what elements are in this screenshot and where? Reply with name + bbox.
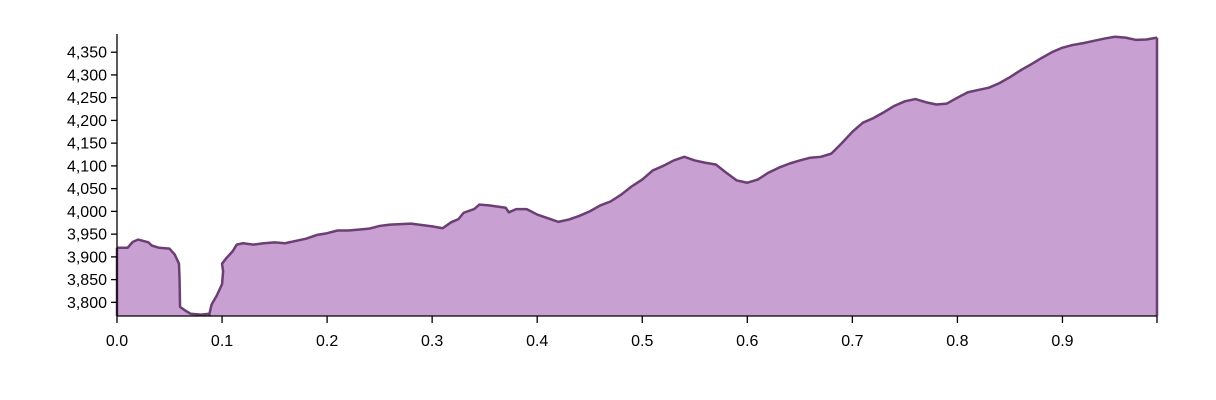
plot-area xyxy=(115,35,1159,316)
x-tick-label: 0.5 xyxy=(631,333,653,350)
y-tick-label: 4,100 xyxy=(67,158,107,175)
y-tick-label: 4,000 xyxy=(67,204,107,221)
x-tick-label: 0.2 xyxy=(316,333,338,350)
area-outline-segment-1 xyxy=(117,238,210,316)
x-tick-label: 0.9 xyxy=(1051,333,1073,350)
x-tick-label: 0.3 xyxy=(421,333,443,350)
y-tick-label: 4,250 xyxy=(67,90,107,107)
y-tick-label: 3,900 xyxy=(67,249,107,266)
y-tick-label: 4,300 xyxy=(67,67,107,84)
y-axis: 3,800 3,850 3,900 3,950 4,000 4,050 4,100 4,150… xyxy=(67,45,117,312)
y-tick-label: 3,850 xyxy=(67,272,107,289)
x-tick-label: 0.4 xyxy=(526,333,548,350)
y-tick-label: 4,200 xyxy=(67,113,107,130)
y-tick-label: 4,350 xyxy=(67,45,107,62)
area-fill-segment-1 xyxy=(117,239,210,316)
y-tick-label: 4,050 xyxy=(67,181,107,198)
area-fill-segment-2 xyxy=(209,36,1157,316)
area-outline-segment-2 xyxy=(208,35,1158,315)
x-tick-label: 0.0 xyxy=(106,333,128,350)
y-tick-label: 3,950 xyxy=(67,227,107,244)
x-axis: 0.0 0.1 0.2 0.3 0.4 0.5 0.6 0.7 0.8 0.9 xyxy=(106,316,1158,350)
x-tick-label: 0.1 xyxy=(211,333,233,350)
x-tick-label: 0.8 xyxy=(946,333,968,350)
x-tick-label: 0.6 xyxy=(736,333,758,350)
y-tick-label: 3,800 xyxy=(67,295,107,312)
y-tick-label: 4,150 xyxy=(67,136,107,153)
x-tick-label: 0.7 xyxy=(841,333,863,350)
